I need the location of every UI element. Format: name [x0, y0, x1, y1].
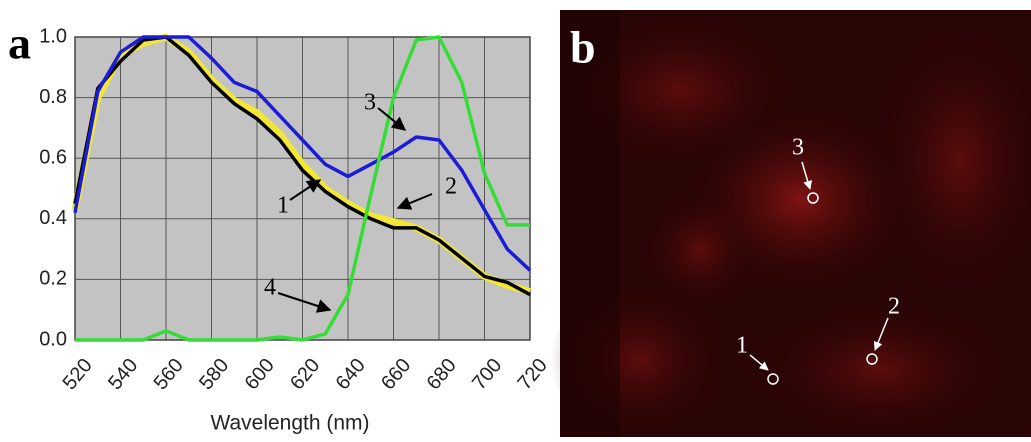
x-tick-label: 620 [286, 354, 324, 394]
fluorescence-image [550, 10, 1031, 440]
x-tick-label: 700 [468, 354, 506, 394]
series-line [73, 35, 531, 297]
annotation-arrow [396, 193, 433, 210]
y-tick-label: 1.0 [39, 25, 67, 47]
panel-label: a [8, 18, 31, 69]
y-tick-label: 0.6 [39, 146, 67, 168]
curve-label: 1 [277, 193, 289, 219]
curve-label: 2 [445, 174, 457, 200]
x-tick-label: 540 [104, 354, 142, 394]
y-tick-label: 0.4 [39, 207, 67, 229]
annotation-arrow [277, 292, 332, 313]
x-axis-title: Wavelength (nm) [210, 412, 369, 435]
curve-label: 4 [264, 275, 276, 301]
marker-circle [767, 373, 779, 385]
x-tick-label: 560 [150, 354, 188, 394]
marker-arrow [749, 354, 769, 371]
x-tick-label: 660 [377, 354, 415, 394]
marker-arrow [801, 161, 813, 190]
annotation-arrow [377, 107, 407, 131]
marker-label: 1 [736, 333, 748, 359]
series-line [73, 35, 532, 272]
curve-label: 3 [364, 90, 376, 116]
x-tick-label: 640 [332, 354, 370, 394]
x-tick-label: 580 [195, 354, 233, 394]
marker-label: 3 [792, 135, 804, 161]
marker-circle [807, 192, 819, 204]
annotation-arrow [289, 179, 322, 201]
x-tick-label: 520 [59, 354, 97, 394]
marker-arrow [873, 317, 889, 351]
y-tick-label: 0.0 [39, 328, 67, 350]
x-tick-label: 720 [514, 354, 552, 394]
y-tick-label: 0.2 [39, 268, 67, 290]
y-tick-label: 0.8 [39, 86, 67, 108]
marker-label: 2 [888, 294, 900, 320]
panel-label: b [570, 22, 596, 73]
series-line [75, 35, 530, 342]
marker-circle [866, 353, 878, 365]
x-tick-label: 600 [241, 354, 279, 394]
x-tick-label: 680 [423, 354, 461, 394]
